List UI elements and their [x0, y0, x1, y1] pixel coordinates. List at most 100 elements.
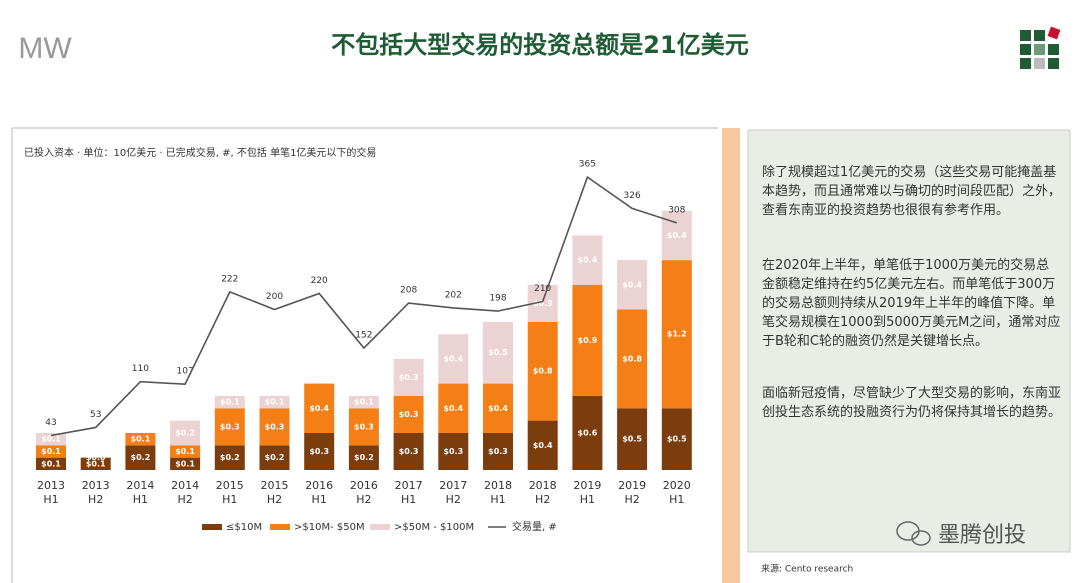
x-tick-label: H1	[133, 493, 148, 506]
data-label: $0.9	[578, 336, 598, 345]
bar-segment	[348, 445, 379, 470]
line-label: 198	[489, 294, 506, 304]
x-tick-label: 2013	[37, 479, 65, 492]
x-tick-label: H1	[222, 493, 237, 506]
legend-label: ≤$10M	[226, 522, 262, 533]
data-label: $0.5	[622, 435, 642, 444]
data-label: $0.4	[667, 231, 687, 240]
data-label: $0.3	[399, 447, 419, 456]
data-label: $0.4	[622, 280, 642, 289]
data-label: $0.4	[578, 256, 598, 265]
data-label: $0.8	[533, 367, 553, 376]
x-tick-label: H1	[401, 493, 416, 506]
bar-segment	[125, 432, 156, 446]
bar-segment	[36, 445, 66, 458]
line-label: 110	[132, 364, 149, 374]
bar-segment	[483, 432, 513, 470]
data-label: $0.1	[175, 459, 195, 468]
x-tick-label: 2016	[350, 479, 378, 492]
x-tick-label: H2	[177, 493, 192, 506]
page-title: 不包括大型交易的投资总额是21亿美元	[331, 31, 748, 59]
bar-segment	[304, 383, 335, 433]
data-label: $0.5	[488, 348, 508, 357]
x-tick-label: H2	[624, 493, 639, 506]
x-tick-label: H2	[446, 493, 461, 506]
accent-bar	[722, 128, 740, 583]
bar-segment	[36, 457, 66, 470]
data-label: $0.1	[131, 435, 151, 444]
legend-label: 交易量, #	[512, 520, 557, 533]
legend-swatch	[270, 524, 290, 530]
x-tick-label: H2	[535, 493, 550, 506]
legend-label: >$50M - $100M	[394, 522, 474, 533]
line-label: 308	[668, 205, 685, 215]
data-label: $0.3	[443, 447, 463, 456]
bar-segment	[483, 383, 513, 433]
legend-swatch	[370, 524, 390, 530]
data-label: $0.3	[265, 422, 285, 431]
x-tick-label: 2015	[261, 479, 289, 492]
bar-segment	[170, 420, 201, 446]
line-label: 43	[45, 418, 56, 428]
data-label: $0.1	[354, 398, 374, 407]
watermark-icon	[896, 521, 931, 546]
line-label: 208	[400, 286, 417, 296]
bar-segment	[393, 395, 424, 433]
data-label: $0.1	[220, 398, 240, 407]
x-tick-label: H1	[43, 493, 58, 506]
data-label: $0.2	[131, 453, 151, 462]
bar-segment	[259, 408, 290, 446]
bar-segment	[438, 432, 469, 470]
line-label: 200	[266, 292, 283, 302]
bar-segment	[661, 260, 692, 409]
data-label: $0.2	[175, 428, 195, 437]
x-tick-label: 2017	[439, 479, 467, 492]
line-label: 326	[624, 191, 641, 201]
data-label: $0.2	[265, 453, 285, 462]
bar-segment	[214, 395, 245, 409]
text-panel	[747, 129, 1071, 553]
data-label: $0.8	[622, 354, 642, 363]
bar-segment	[527, 420, 558, 470]
source: 来源: Cento research	[761, 564, 853, 575]
line-label: 152	[355, 331, 372, 341]
x-tick-label: 2017	[395, 479, 423, 492]
x-tick-label: 2018	[529, 479, 557, 492]
bar-segment	[214, 445, 245, 470]
bar-segment	[527, 321, 558, 421]
count-line	[50, 175, 678, 437]
data-label: $0.3	[220, 422, 240, 431]
x-tick-label: 2019	[618, 479, 646, 492]
data-label: $1.2	[667, 330, 687, 339]
data-label: $0.4	[443, 354, 463, 363]
bar-segment	[617, 408, 648, 470]
logo-icon	[1020, 26, 1061, 69]
bar-segment	[170, 445, 201, 458]
bar-segment	[214, 408, 245, 446]
paragraph: 面临新冠疫情，尽管缺少了大型交易的影响，东南亚创投生态系统的投融资行为仍将保持其…	[762, 386, 1062, 420]
line-label: 222	[221, 274, 238, 284]
x-tick-label: H1	[580, 493, 595, 506]
line-label: 365	[579, 160, 596, 170]
line-label: 220	[311, 276, 328, 286]
x-tick-label: 2016	[305, 479, 333, 492]
data-label: $0.3	[309, 447, 329, 456]
x-tick-label: 2015	[216, 479, 244, 492]
chart-subtitle: 已投入资本 · 单位：10亿美元 · 已完成交易, #, 不包括 单笔1亿美元以…	[24, 146, 376, 159]
legend-swatch	[202, 524, 222, 530]
data-label: $0.3	[354, 422, 374, 431]
data-label: $0.4	[443, 404, 463, 413]
data-label: $0.5	[667, 435, 687, 444]
legend-label: >$10M- $50M	[294, 522, 365, 533]
bar-segment	[572, 235, 603, 285]
data-label: $0.6	[578, 428, 598, 437]
x-tick-label: 2018	[484, 479, 512, 492]
bar-segment	[170, 457, 201, 470]
bar-segment	[438, 334, 469, 384]
x-tick-label: 2014	[126, 479, 154, 492]
x-tick-label: H1	[312, 493, 327, 506]
line-label: 53	[90, 410, 101, 420]
data-label: $0.0	[86, 453, 106, 462]
bar-segment	[36, 432, 66, 446]
paragraph: 在2020年上半年，单笔低于1000万美元的交易总金额稳定维持在约5亿美元左右。…	[762, 258, 1061, 349]
